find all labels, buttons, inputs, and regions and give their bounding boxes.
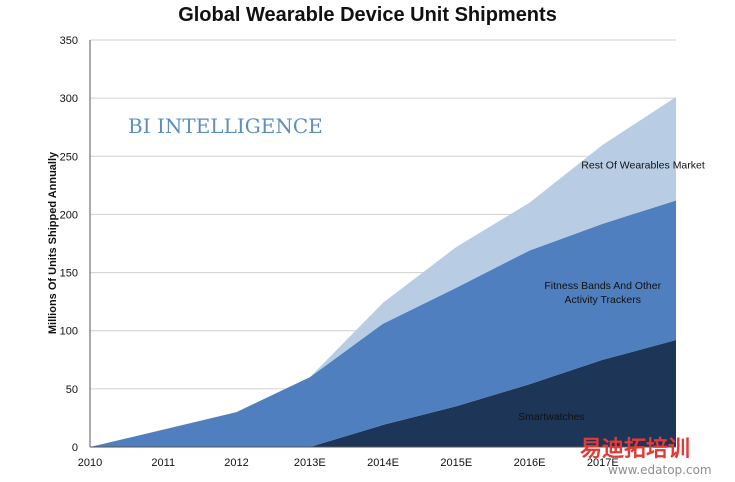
y-tick-label: 150 <box>60 268 78 280</box>
y-tick-label: 250 <box>60 151 78 163</box>
series-label-line: Rest Of Wearables Market <box>581 160 705 172</box>
x-tick-label: 2016E <box>514 457 546 469</box>
chart-title: Global Wearable Device Unit Shipments <box>178 4 557 26</box>
series-labels: Smartwatches Fitness Bands And Other Activ… <box>518 160 705 423</box>
y-tick-label: 300 <box>60 93 78 105</box>
area-series <box>90 97 676 447</box>
watermark: 易迪拓培训 www.edatop.com <box>580 436 712 477</box>
y-tick-label: 50 <box>66 384 78 396</box>
watermark-logo: 易迪拓培训 <box>580 436 690 462</box>
x-tick-label: 2010 <box>78 457 102 469</box>
y-tick-label: 100 <box>60 326 78 338</box>
x-tick-label: 2011 <box>151 457 175 469</box>
y-tick-label: 200 <box>60 209 78 221</box>
brand-logo: BI INTELLIGENCE <box>128 114 323 138</box>
x-tick-labels: 2010 2011 2012 2013E 2014E 2015E 2016E 2017E <box>78 457 619 469</box>
x-tick-label: 2017E <box>587 457 619 469</box>
area-fitness-bands-and-other-activity-trackers <box>90 200 676 447</box>
watermark-url: www.edatop.com <box>608 463 712 477</box>
series-label-line: Activity Trackers <box>565 294 641 306</box>
x-tick-label: 2015E <box>440 457 472 469</box>
y-axis-label: Millions Of Units Shipped Annually <box>47 151 59 334</box>
x-tick-label: 2014E <box>367 457 399 469</box>
x-tick-label: 2013E <box>294 457 326 469</box>
series-label: Smartwatches <box>518 411 585 423</box>
y-tick-label: 0 <box>72 442 78 454</box>
series-label-line: Fitness Bands And Other <box>544 280 661 292</box>
x-tick-label: 2012 <box>224 457 248 469</box>
area-smartwatches <box>90 340 676 447</box>
y-tick-labels: 0 50 100 150 200 250 300 350 <box>60 35 78 454</box>
y-tick-label: 350 <box>60 35 78 47</box>
series-label-line: Smartwatches <box>518 411 585 423</box>
series-label: Rest Of Wearables Market <box>581 160 705 172</box>
axes <box>89 40 676 448</box>
series-label: Fitness Bands And Other Activity Trackers <box>544 280 661 306</box>
